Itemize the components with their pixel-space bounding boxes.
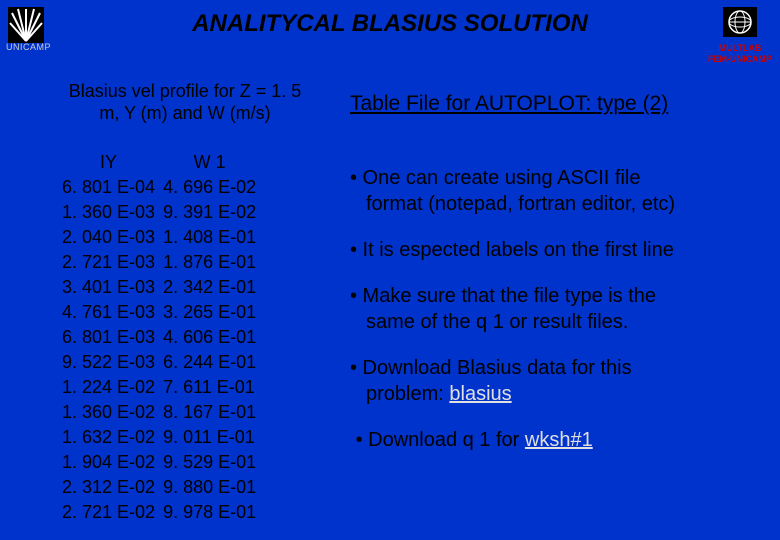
org-left-label: UNICAMP	[6, 42, 51, 52]
table-row: 2. 721 E-031. 876 E-01	[62, 250, 264, 275]
table-cell: 6. 801 E-04	[62, 175, 163, 200]
table-cell: 2. 040 E-03	[62, 225, 163, 250]
table-cell: 9. 978 E-01	[163, 500, 264, 525]
multlab-logo: MULTLAB FEM-UNICAMP	[708, 7, 772, 64]
bullet-list: • One can create using ASCII file format…	[350, 165, 750, 473]
table-row: 1. 904 E-029. 529 E-01	[62, 450, 264, 475]
table-row: 9. 522 E-036. 244 E-01	[62, 350, 264, 375]
table-row: 1. 632 E-029. 011 E-01	[62, 425, 264, 450]
table-row: 2. 040 E-031. 408 E-01	[62, 225, 264, 250]
table-cell: 2. 721 E-03	[62, 250, 163, 275]
wksh-link[interactable]: wksh#1	[525, 429, 593, 451]
subtitle-line1: Blasius vel profile for Z = 1. 5	[69, 81, 302, 101]
bullet-item: • Download Blasius data for this problem…	[350, 355, 750, 407]
bullet-text: • It is espected labels on the first lin…	[350, 237, 750, 263]
table-cell: 9. 522 E-03	[62, 350, 163, 375]
table-cell: 1. 360 E-02	[62, 400, 163, 425]
table-cell: 1. 632 E-02	[62, 425, 163, 450]
table-row: 1. 224 E-027. 611 E-01	[62, 375, 264, 400]
table-cell: 3. 401 E-03	[62, 275, 163, 300]
bullet-item: • Download q 1 for wksh#1	[350, 427, 750, 453]
table-cell: 6. 244 E-01	[163, 350, 264, 375]
table-header-row: IY W 1	[62, 150, 264, 175]
table-header: W 1	[163, 150, 264, 175]
table-cell: 9. 391 E-02	[163, 200, 264, 225]
table-cell: 4. 696 E-02	[163, 175, 264, 200]
left-subtitle: Blasius vel profile for Z = 1. 5 m, Y (m…	[50, 80, 320, 124]
table-row: 6. 801 E-044. 696 E-02	[62, 175, 264, 200]
table-cell: 9. 011 E-01	[163, 425, 264, 450]
right-section-title: Table File for AUTOPLOT: type (2)	[350, 92, 668, 116]
table-cell: 9. 529 E-01	[163, 450, 264, 475]
table-cell: 1. 904 E-02	[62, 450, 163, 475]
table-cell: 8. 167 E-01	[163, 400, 264, 425]
table-row: 2. 312 E-029. 880 E-01	[62, 475, 264, 500]
bullet-text: same of the q 1 or result files.	[350, 309, 750, 335]
table-cell: 3. 265 E-01	[163, 300, 264, 325]
table-cell: 1. 876 E-01	[163, 250, 264, 275]
bullet-item: • It is espected labels on the first lin…	[350, 237, 750, 263]
table-cell: 1. 408 E-01	[163, 225, 264, 250]
table-cell: 2. 342 E-01	[163, 275, 264, 300]
table-cell: 4. 606 E-01	[163, 325, 264, 350]
subtitle-line2: m, Y (m) and W (m/s)	[99, 103, 270, 123]
bullet-item: • Make sure that the file type is the sa…	[350, 283, 750, 335]
table-cell: 2. 721 E-02	[62, 500, 163, 525]
table-row: 2. 721 E-029. 978 E-01	[62, 500, 264, 525]
data-table: IY W 1 6. 801 E-044. 696 E-021. 360 E-03…	[62, 150, 264, 525]
org-right-line2: FEM-UNICAMP	[708, 54, 772, 64]
globe-icon	[723, 7, 757, 37]
table-cell: 1. 360 E-03	[62, 200, 163, 225]
bullet-text: format (notepad, fortran editor, etc)	[350, 191, 750, 217]
bullet-text: • One can create using ASCII file	[350, 165, 750, 191]
table-cell: 9. 880 E-01	[163, 475, 264, 500]
header: ANALITYCAL BLASIUS SOLUTION MULTLAB FEM-…	[0, 5, 780, 53]
bullet-text: • Make sure that the file type is the	[350, 283, 750, 309]
bullet-text: • Download Blasius data for this	[350, 355, 750, 381]
table-cell: 2. 312 E-02	[62, 475, 163, 500]
table-cell: 1. 224 E-02	[62, 375, 163, 400]
bullet-text-prefix: • Download q 1 for	[356, 429, 525, 451]
table-cell: 7. 611 E-01	[163, 375, 264, 400]
table-header: IY	[62, 150, 163, 175]
bullet-text: • Download q 1 for wksh#1	[350, 427, 750, 453]
page-title: ANALITYCAL BLASIUS SOLUTION	[0, 5, 780, 38]
table-row: 6. 801 E-034. 606 E-01	[62, 325, 264, 350]
bullet-text-prefix: problem:	[366, 383, 449, 405]
table-cell: 4. 761 E-03	[62, 300, 163, 325]
org-right-line1: MULTLAB	[708, 43, 772, 53]
table-row: 3. 401 E-032. 342 E-01	[62, 275, 264, 300]
blasius-link[interactable]: blasius	[449, 383, 511, 405]
bullet-item: • One can create using ASCII file format…	[350, 165, 750, 217]
table-row: 1. 360 E-028. 167 E-01	[62, 400, 264, 425]
table-row: 1. 360 E-039. 391 E-02	[62, 200, 264, 225]
table-cell: 6. 801 E-03	[62, 325, 163, 350]
table-row: 4. 761 E-033. 265 E-01	[62, 300, 264, 325]
bullet-text: problem: blasius	[350, 381, 750, 407]
